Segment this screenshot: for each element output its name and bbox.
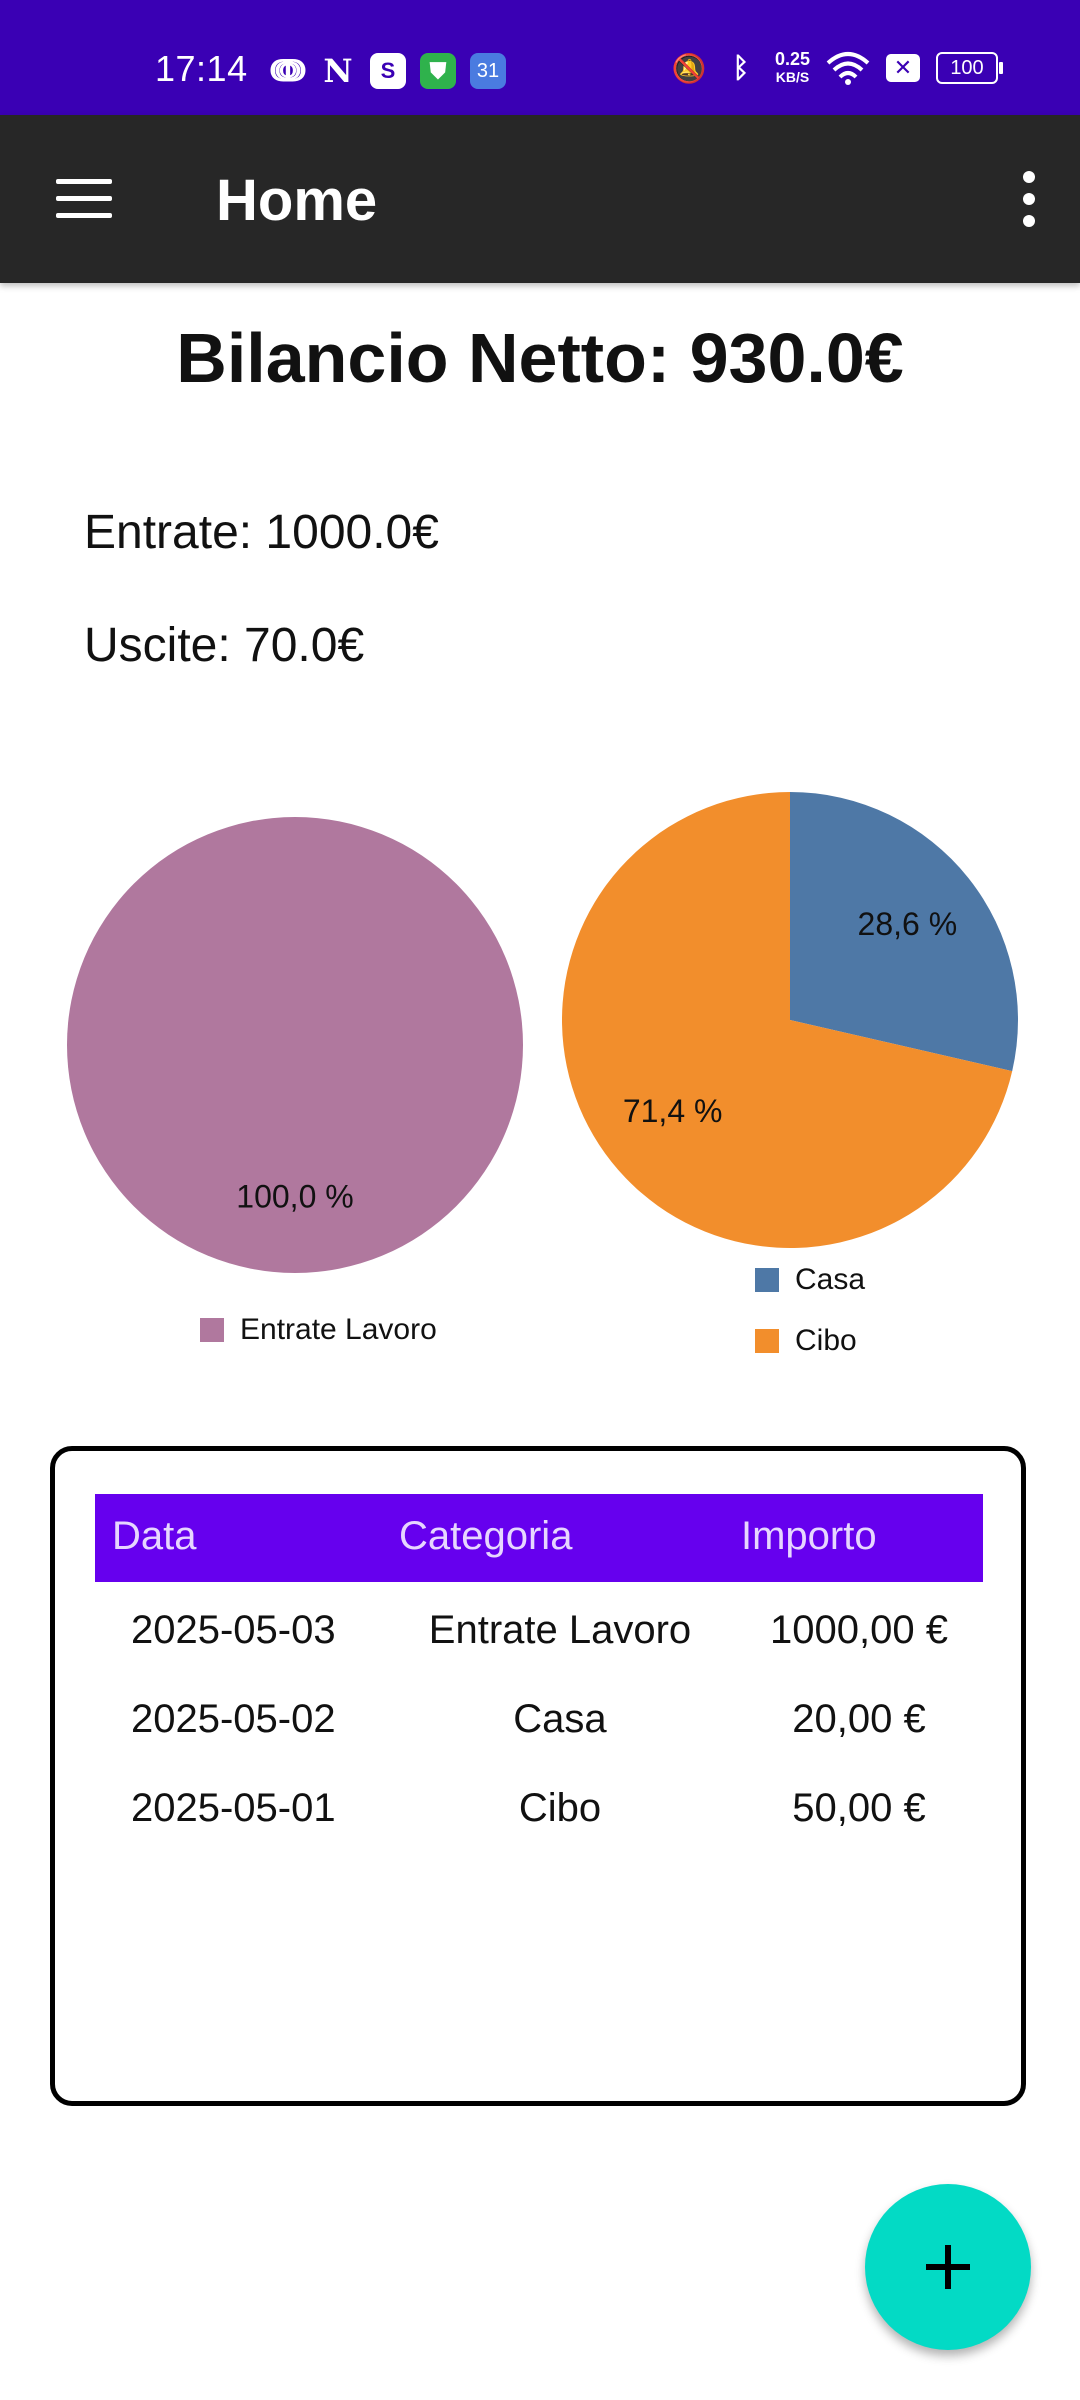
- network-speed: 0.25 KB/S: [774, 49, 810, 85]
- shield-icon: ⛊: [420, 53, 456, 89]
- pie-data-label: 100,0 %: [236, 1178, 353, 1214]
- close-box-icon: ✕: [886, 54, 920, 82]
- add-transaction-button[interactable]: [865, 2184, 1031, 2350]
- row-category: Casa: [513, 1697, 607, 1741]
- netflix-icon: N: [323, 52, 353, 90]
- legend-swatch: [755, 1329, 779, 1353]
- table-row[interactable]: 2025-05-01 Cibo 50,00 €: [95, 1766, 983, 1846]
- row-category: Cibo: [518, 1786, 602, 1830]
- mute-vibrate-icon: 🔕: [671, 52, 707, 84]
- status-time: 17:14: [155, 48, 248, 89]
- net-balance: Bilancio Netto: 930.0€: [176, 319, 904, 397]
- bluetooth-icon: ᛒ: [732, 52, 750, 83]
- s-app-icon: S: [370, 53, 406, 89]
- more-options-icon[interactable]: [1014, 171, 1044, 231]
- pie-slice-entrate-lavoro: [67, 817, 523, 1273]
- status-bar: 17:14 ↈ N S ⛊ 31 🔕 ᛒ 0.25 KB/S ✕ 100: [0, 0, 1080, 115]
- header-data: Data: [112, 1514, 197, 1558]
- row-date: 2025-05-02: [131, 1697, 336, 1741]
- pie-data-label: 28,6 %: [858, 906, 958, 942]
- pie-slice-casa: [790, 792, 1018, 1072]
- legend-label: Entrate Lavoro: [240, 1313, 437, 1346]
- system-icons: 🔕 ᛒ 0.25 KB/S ✕ 100: [671, 49, 1003, 86]
- header-amount: Importo: [741, 1514, 877, 1558]
- row-date: 2025-05-01: [131, 1786, 336, 1830]
- page-title: Home: [216, 168, 378, 233]
- row-amount: 50,00 €: [792, 1786, 926, 1830]
- row-category: Entrate Lavoro: [428, 1608, 692, 1652]
- income-legend-item: Entrate Lavoro: [200, 1313, 437, 1347]
- legend-swatch: [200, 1318, 224, 1342]
- pie-data-label: 71,4 %: [623, 1093, 723, 1129]
- row-amount: 1000,00 €: [770, 1608, 948, 1652]
- expense-legend-item-cibo: Cibo: [755, 1324, 857, 1358]
- expense-legend-item-casa: Casa: [755, 1263, 865, 1297]
- header-category: Categoria: [399, 1514, 573, 1558]
- legend-label: Cibo: [795, 1324, 857, 1357]
- table-row[interactable]: 2025-05-03 Entrate Lavoro 1000,00 €: [95, 1588, 983, 1668]
- income-total: Entrate: 1000.0€: [84, 506, 439, 559]
- expense-pie-chart: 28,6 % 71,4 %: [562, 792, 1018, 1248]
- pie-slice-cibo: [562, 792, 1013, 1248]
- expense-total: Uscite: 70.0€: [84, 619, 365, 672]
- table-header: Data Categoria Importo: [95, 1494, 983, 1582]
- row-amount: 20,00 €: [792, 1697, 926, 1741]
- app-notification-icon: ↈ: [270, 52, 306, 88]
- row-date: 2025-05-03: [131, 1608, 336, 1652]
- legend-swatch: [755, 1268, 779, 1292]
- wifi-icon: [826, 52, 870, 85]
- battery-icon: 100: [936, 52, 1003, 84]
- income-pie-chart: 100,0 %: [67, 817, 523, 1273]
- calendar-icon: 31: [470, 53, 506, 89]
- app-bar: Home: [0, 115, 1080, 283]
- legend-label: Casa: [795, 1263, 866, 1296]
- menu-icon[interactable]: [56, 179, 112, 219]
- table-row[interactable]: 2025-05-02 Casa 20,00 €: [95, 1677, 983, 1757]
- notification-icons: ↈ N S ⛊ 31: [270, 52, 506, 90]
